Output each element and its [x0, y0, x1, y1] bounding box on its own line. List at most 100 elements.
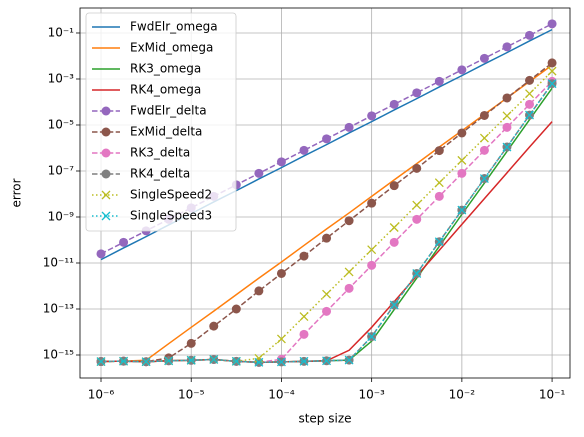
marker: [547, 19, 557, 29]
marker: [479, 174, 489, 183]
legend-label: FwdElr_omega: [130, 20, 218, 34]
marker: [344, 122, 354, 132]
marker: [141, 357, 151, 367]
marker: [276, 334, 286, 344]
y-tick-label: 10⁻¹⁵: [43, 347, 74, 361]
marker: [412, 269, 422, 278]
marker: [299, 312, 309, 321]
marker: [96, 249, 106, 259]
marker: [101, 148, 111, 158]
marker: [412, 88, 422, 98]
marker: [164, 356, 174, 366]
legend-label: SingleSpeed2: [130, 188, 212, 202]
marker: [434, 237, 444, 247]
legend-label: RK4_omega: [130, 83, 201, 97]
marker: [457, 205, 467, 215]
marker: [322, 134, 332, 144]
marker: [367, 332, 377, 342]
x-tick-label: 10⁻²: [449, 388, 476, 402]
marker: [101, 190, 111, 200]
marker: [101, 127, 111, 137]
legend-label: ExMid_omega: [130, 41, 213, 55]
marker: [299, 356, 309, 366]
marker: [101, 169, 111, 179]
marker: [299, 251, 309, 261]
x-tick-label: 10⁻⁴: [268, 388, 295, 402]
marker: [502, 142, 512, 152]
marker: [322, 306, 332, 316]
marker: [389, 223, 399, 232]
marker: [457, 168, 467, 178]
marker: [254, 286, 264, 296]
marker: [344, 216, 354, 226]
marker: [344, 283, 354, 293]
x-tick-label: 10⁻³: [358, 388, 385, 402]
marker: [101, 106, 111, 116]
x-tick-label: 10⁻⁶: [88, 388, 115, 402]
marker: [344, 355, 354, 365]
marker: [322, 233, 332, 243]
legend-label: SingleSpeed3: [130, 209, 212, 223]
marker: [502, 111, 512, 121]
marker: [457, 155, 467, 165]
marker: [412, 163, 422, 173]
marker: [434, 146, 444, 156]
marker: [209, 321, 219, 331]
marker: [502, 122, 512, 132]
marker: [525, 30, 535, 40]
y-tick-label: 10⁻¹³: [43, 301, 74, 315]
marker: [101, 211, 111, 221]
legend: FwdElr_omega ExMid_omega RK3_omega RK4_omeg…: [85, 12, 237, 232]
marker: [502, 93, 512, 103]
y-tick-label: 10⁻³: [48, 71, 75, 85]
legend-box: [85, 12, 237, 232]
marker: [434, 76, 444, 86]
marker: [525, 99, 535, 109]
marker: [299, 145, 309, 155]
marker: [502, 42, 512, 52]
marker: [457, 128, 467, 138]
axes-frame: [79, 7, 571, 379]
marker: [209, 354, 219, 364]
marker: [254, 353, 264, 363]
legend-label: FwdElr_delta: [130, 104, 207, 118]
x-tick-label: 10⁻¹: [539, 388, 566, 402]
marker: [367, 198, 377, 208]
legend-label: RK4_delta: [130, 167, 190, 181]
marker: [367, 111, 377, 121]
marker: [389, 237, 399, 247]
marker: [479, 53, 489, 63]
marker: [525, 110, 534, 120]
marker: [276, 157, 286, 167]
marker: [276, 357, 286, 367]
legend-label: ExMid_delta: [130, 125, 202, 139]
y-axis-label: error: [10, 178, 24, 207]
marker: [547, 58, 557, 68]
marker: [412, 214, 422, 224]
marker: [457, 65, 467, 75]
marker: [367, 260, 377, 270]
ticks: 10⁻⁶ 10⁻⁵ 10⁻⁴ 10⁻³ 10⁻² 10⁻¹ 10⁻¹⁵ 10⁻¹³ 10⁻¹¹ 1…: [43, 25, 566, 401]
y-tick-label: 10⁻⁹: [48, 209, 75, 223]
marker: [547, 66, 557, 76]
marker: [525, 89, 534, 99]
marker: [186, 338, 196, 348]
marker: [96, 357, 106, 366]
x-axis-label: step size: [298, 412, 351, 426]
marker: [299, 329, 309, 339]
series-line: [100, 64, 553, 363]
x-tick-label: 10⁻⁵: [178, 388, 205, 402]
marker: [389, 99, 399, 109]
marker: [547, 79, 557, 89]
marker: [367, 245, 377, 255]
marker: [412, 200, 422, 210]
marker: [322, 289, 331, 299]
y-tick-label: 10⁻⁵: [48, 117, 75, 131]
marker: [434, 178, 444, 188]
marker: [322, 356, 331, 366]
legend-label: RK3_omega: [130, 62, 201, 76]
marker: [254, 357, 264, 367]
marker: [389, 181, 399, 191]
y-tick-label: 10⁻⁷: [48, 163, 75, 177]
